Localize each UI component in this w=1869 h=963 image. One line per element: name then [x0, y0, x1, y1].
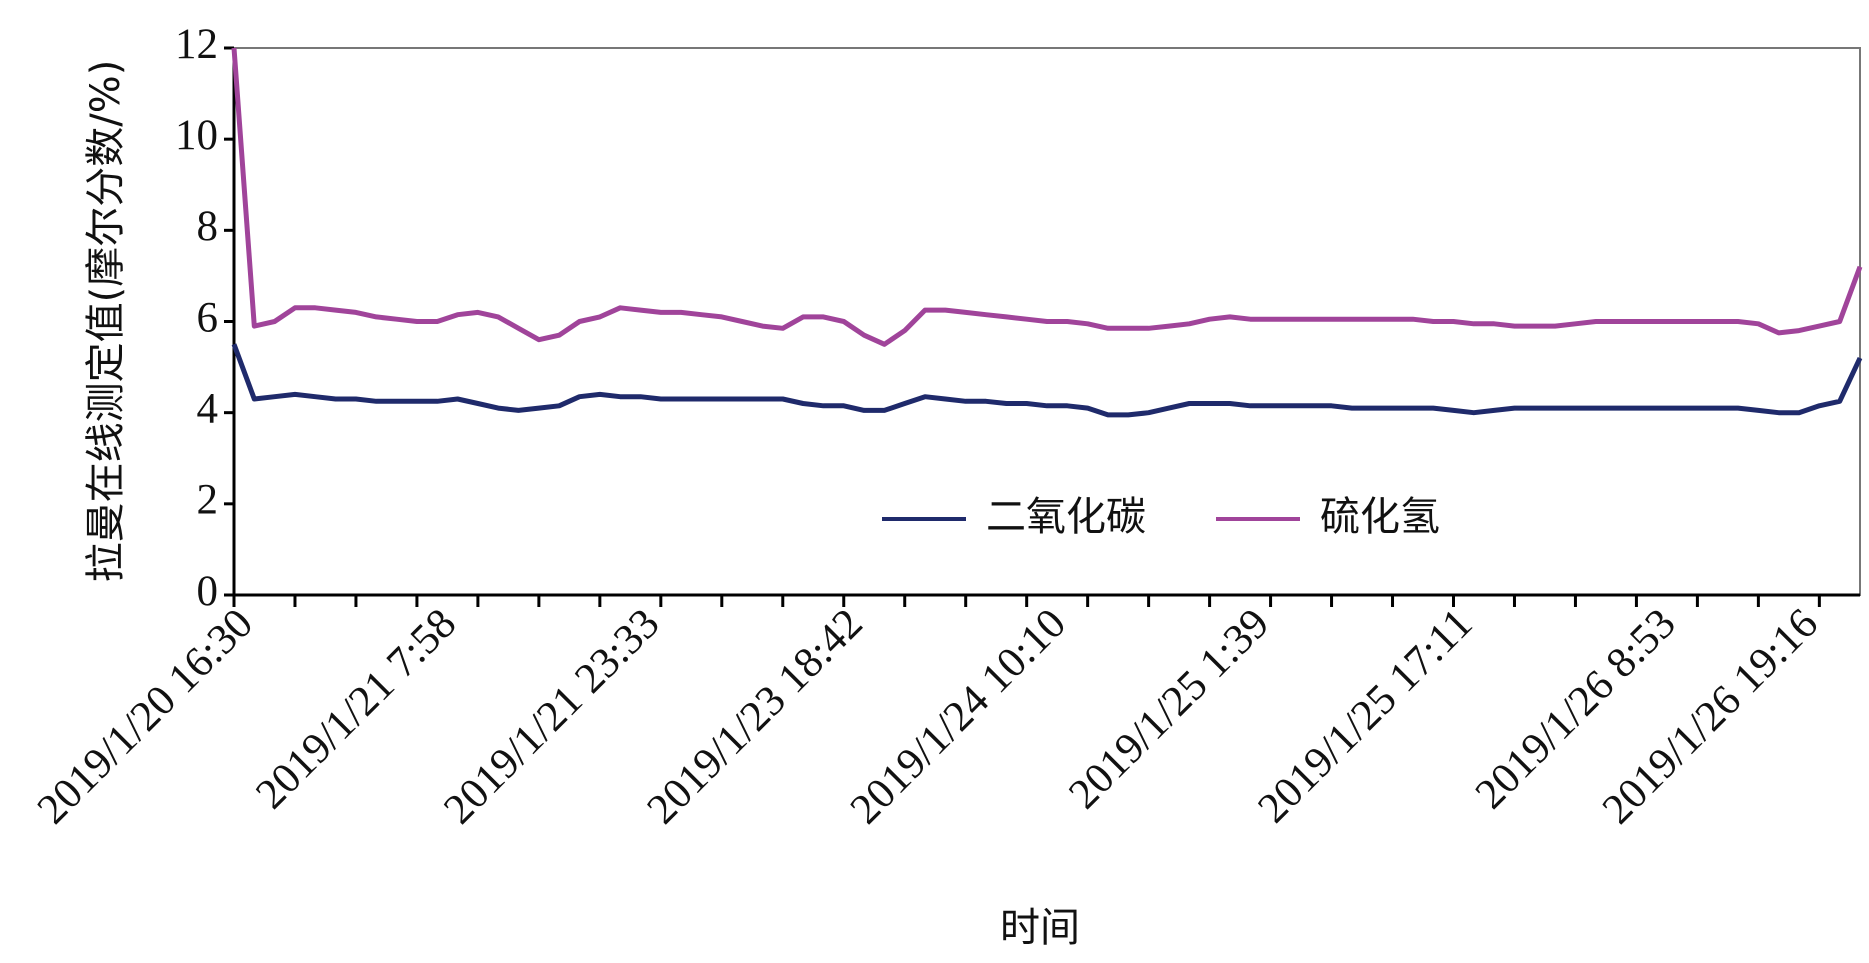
x-tick-label: 2019/1/21 23:33 [435, 600, 668, 833]
y-tick-label: 4 [197, 386, 219, 433]
legend-label: 硫化氢 [1320, 494, 1440, 540]
y-tick-label: 2 [197, 477, 219, 524]
x-tick-label: 2019/1/25 1:39 [1060, 600, 1278, 818]
y-axis-label: 拉曼在线测定值(摩尔分数/%) [83, 60, 129, 583]
x-tick-label: 2019/1/23 18:42 [638, 600, 871, 833]
y-tick-label: 10 [175, 112, 218, 159]
y-tick-label: 8 [197, 203, 219, 250]
series-line [231, 343, 1863, 418]
y-tick-label: 12 [175, 21, 218, 68]
x-tick-label: 2019/1/24 10:10 [842, 600, 1075, 833]
y-tick-label: 6 [197, 294, 219, 341]
legend-label: 二氧化碳 [986, 494, 1146, 540]
x-tick-label: 2019/1/20 16:30 [29, 600, 262, 833]
x-tick-label: 2019/1/21 7:58 [247, 600, 465, 818]
x-tick-label: 2019/1/25 17:11 [1249, 600, 1481, 832]
series-line [231, 47, 1863, 347]
x-axis-label: 时间 [1000, 905, 1080, 951]
y-tick-label: 0 [197, 568, 219, 615]
